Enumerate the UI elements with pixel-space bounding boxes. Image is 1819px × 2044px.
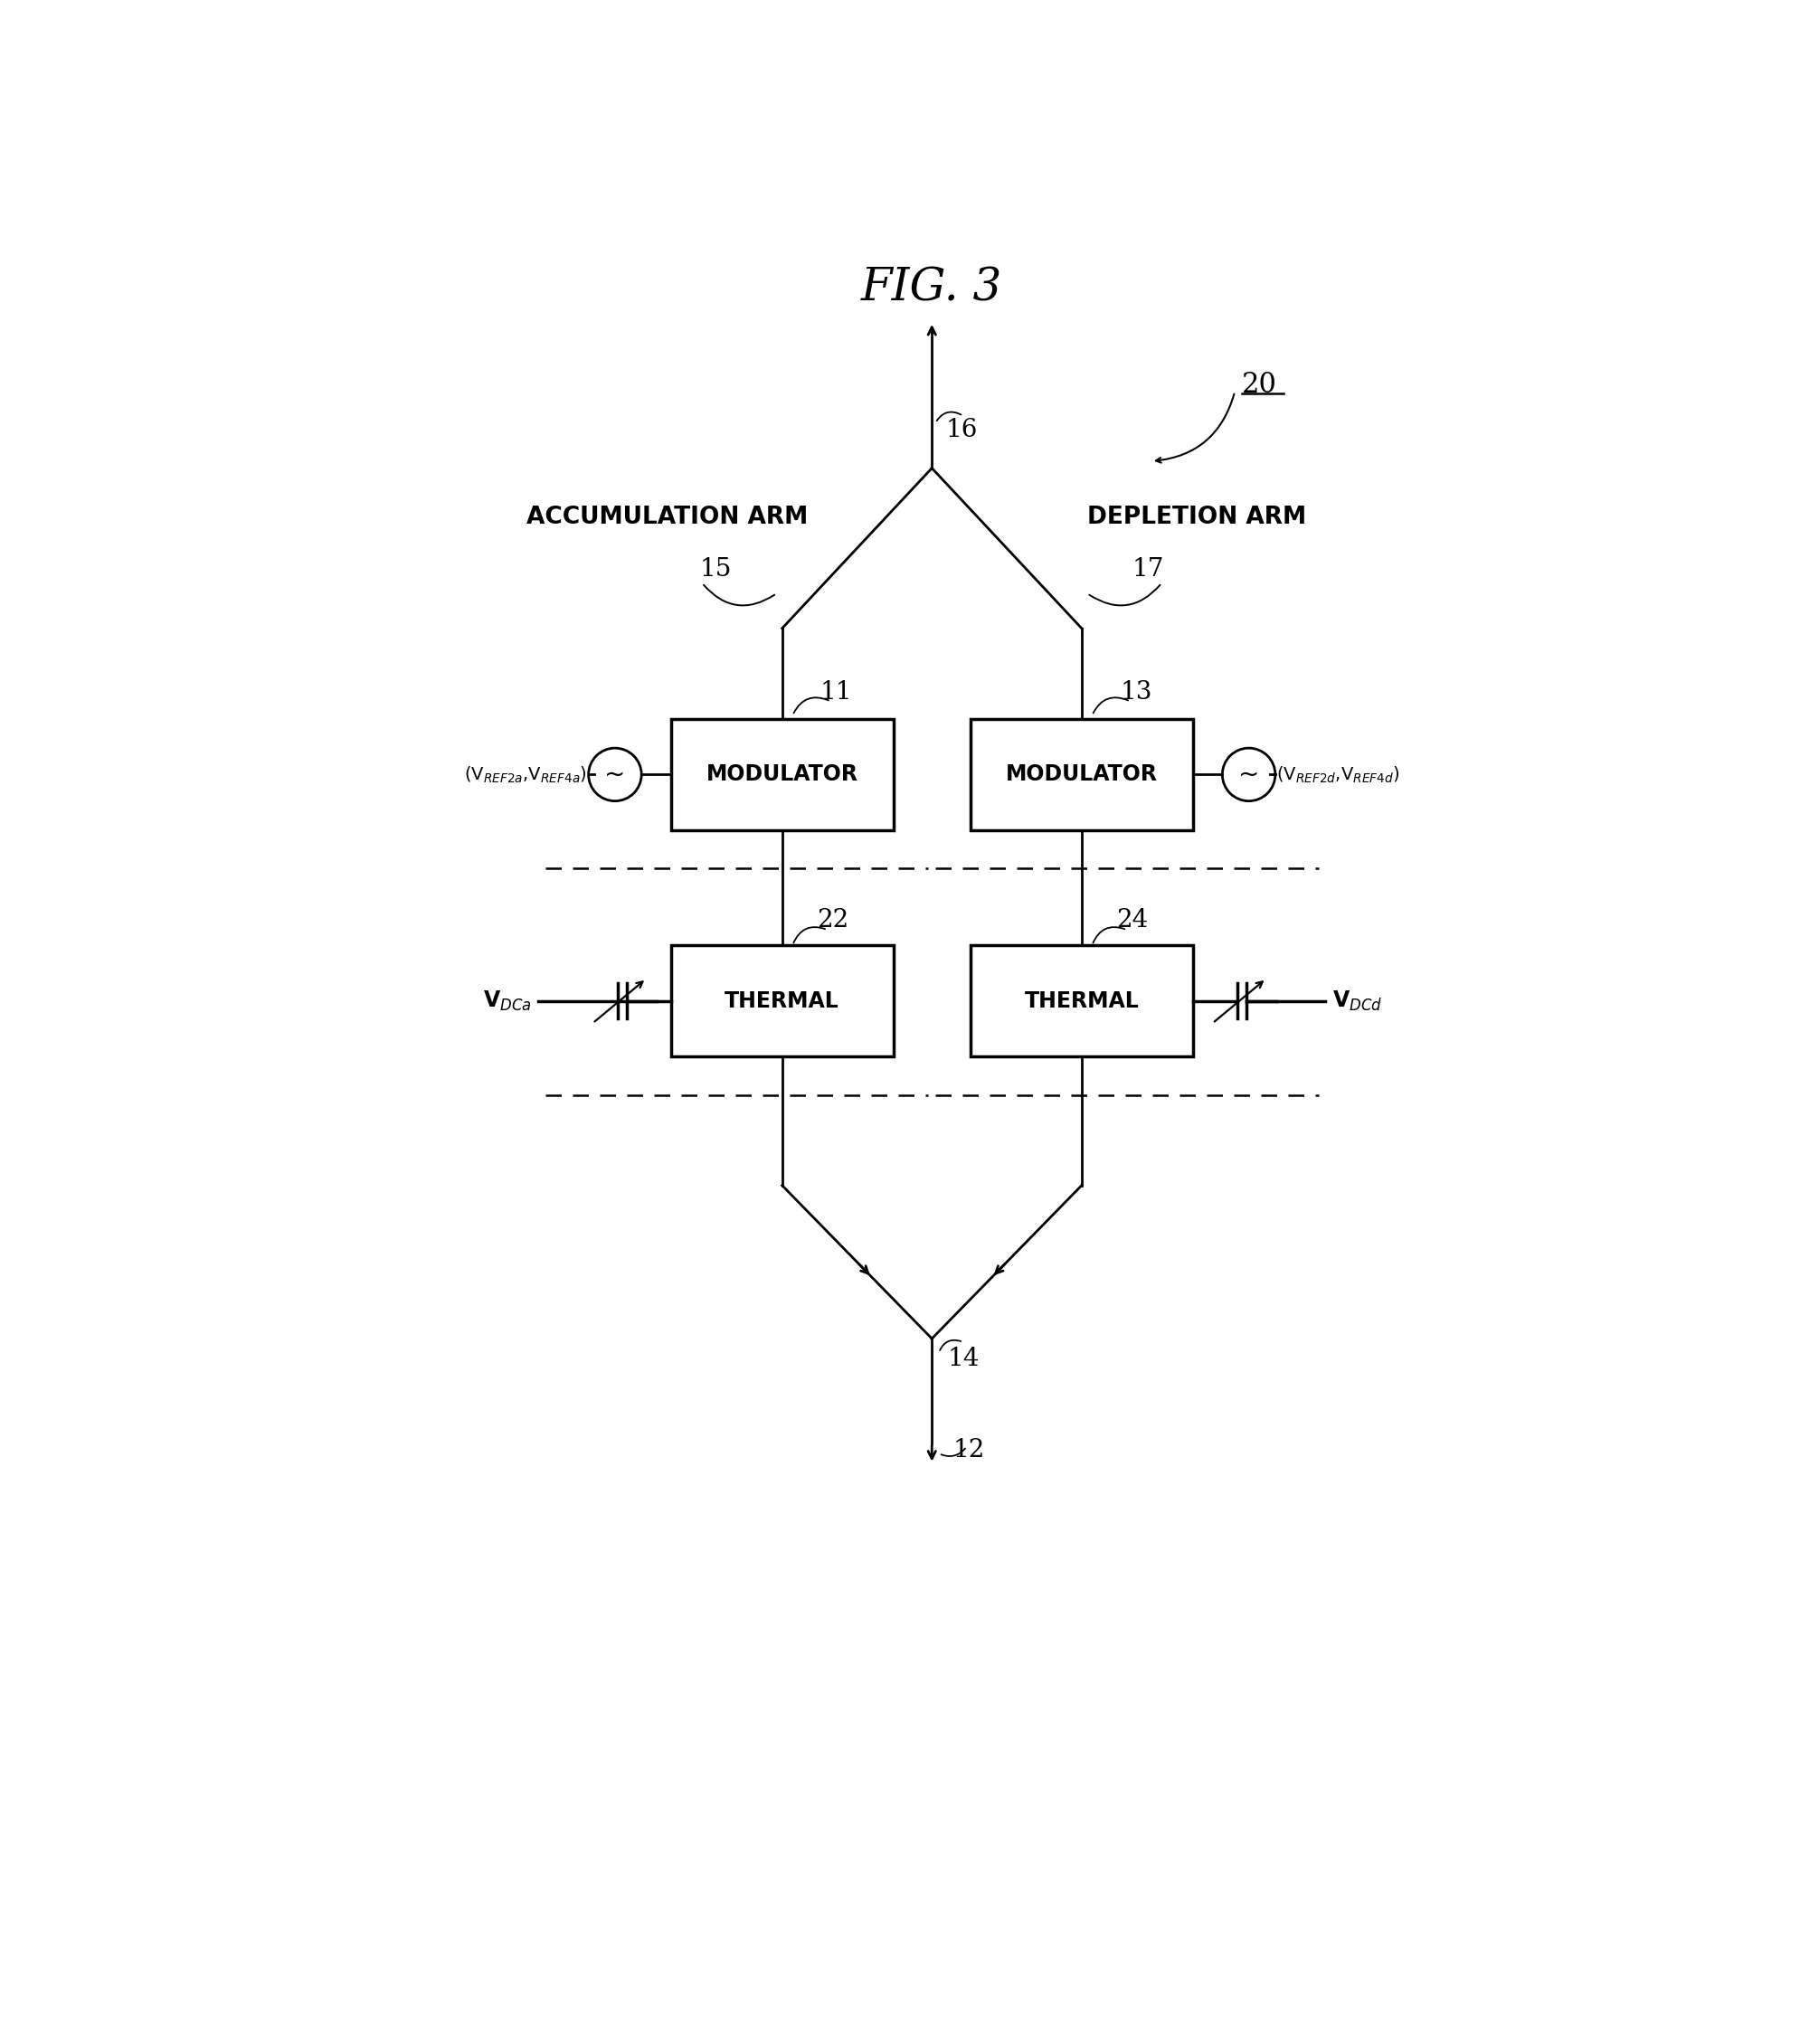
- Text: ~: ~: [1239, 762, 1259, 787]
- Text: ~: ~: [604, 762, 626, 787]
- Text: MODULATOR: MODULATOR: [706, 764, 859, 785]
- Text: THERMAL: THERMAL: [724, 989, 840, 1012]
- Text: 16: 16: [946, 417, 979, 442]
- Text: (V$_{REF2d}$,V$_{REF4d}$): (V$_{REF2d}$,V$_{REF4d}$): [1277, 764, 1401, 785]
- Bar: [671, 944, 893, 1057]
- Bar: [970, 944, 1193, 1057]
- Text: 13: 13: [1121, 681, 1151, 705]
- Text: 12: 12: [953, 1437, 984, 1461]
- Text: (V$_{REF2a}$,V$_{REF4a}$): (V$_{REF2a}$,V$_{REF4a}$): [464, 764, 588, 785]
- Text: V$_{DCd}$: V$_{DCd}$: [1332, 989, 1382, 1012]
- Text: 20: 20: [1242, 370, 1277, 399]
- Text: V$_{DCa}$: V$_{DCa}$: [482, 989, 531, 1012]
- Text: MODULATOR: MODULATOR: [1006, 764, 1157, 785]
- Text: 24: 24: [1117, 908, 1148, 932]
- Text: 22: 22: [817, 908, 849, 932]
- Text: 17: 17: [1131, 556, 1164, 580]
- Text: 11: 11: [820, 681, 853, 705]
- Text: THERMAL: THERMAL: [1024, 989, 1139, 1012]
- Bar: [671, 719, 893, 830]
- Text: FIG. 3: FIG. 3: [860, 266, 1002, 311]
- Text: 15: 15: [700, 556, 731, 580]
- Text: DEPLETION ARM: DEPLETION ARM: [1088, 505, 1306, 529]
- Bar: [970, 719, 1193, 830]
- Text: ACCUMULATION ARM: ACCUMULATION ARM: [526, 505, 808, 529]
- Text: 14: 14: [948, 1347, 979, 1372]
